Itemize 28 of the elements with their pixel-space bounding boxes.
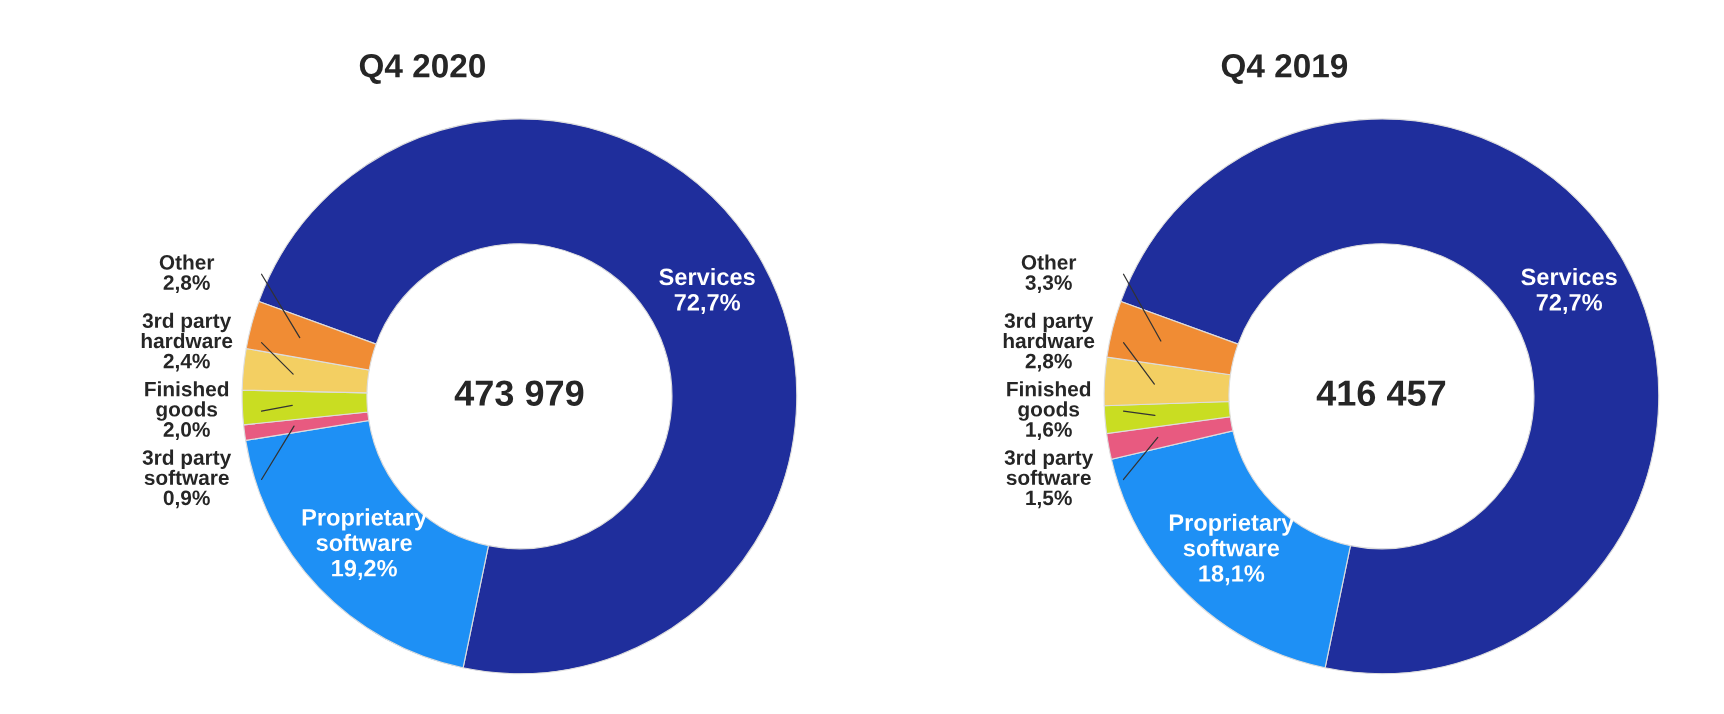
data-label: 19,2% [332, 559, 397, 580]
text: 416 457 [1316, 380, 1446, 406]
slice-label: Other [1021, 254, 1077, 270]
slice-label: Proprietary software [302, 508, 427, 552]
slice-label: 3rd party software [1004, 449, 1094, 486]
data-label: 2,4% [163, 353, 210, 372]
text: 473 979 [454, 380, 584, 407]
slice-label: Services [659, 267, 755, 286]
data-label: 1,5% [1026, 490, 1072, 509]
chart-title: Q4 2019 [1221, 54, 1348, 84]
data-label: 72,7% [674, 293, 741, 315]
data-label: 3,3% [1025, 275, 1072, 293]
data-label: 2,0% [163, 422, 210, 440]
data-label: 1,6% [1026, 422, 1072, 440]
data-label: 72,7% [1536, 293, 1603, 315]
slice-label: 3rd party software [142, 449, 232, 486]
slice-label: Services [1521, 267, 1617, 286]
slice-label: Other [159, 254, 215, 270]
slice-label: 3rd party hardware [141, 312, 233, 349]
slice-label: 3rd party hardware [1003, 312, 1095, 349]
slice-label: Proprietary software [1169, 513, 1295, 557]
data-label: 0,9% [163, 490, 210, 509]
chart-title: Q4 2020 [359, 54, 485, 84]
slice-label: Finished goods [145, 381, 229, 421]
data-label: 2,8% [163, 275, 210, 293]
data-label: 18,1% [1199, 565, 1265, 586]
slice-label: Finished goods [1007, 381, 1091, 421]
data-label: 2,8% [1025, 353, 1072, 372]
